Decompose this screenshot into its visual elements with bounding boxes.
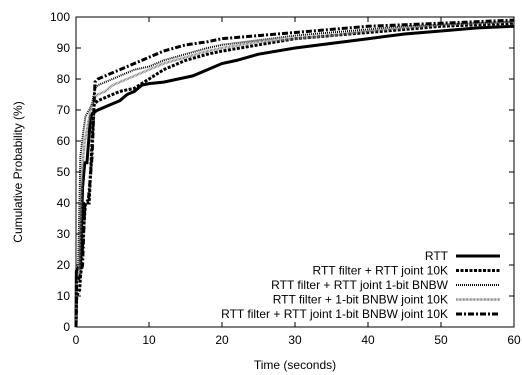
x-tick-label: 30 (288, 333, 302, 347)
x-tick-label: 10 (142, 333, 156, 347)
legend-label-2: RTT filter + RTT joint 10K (313, 264, 449, 278)
x-tick-label: 50 (434, 333, 448, 347)
y-tick-label: 70 (57, 103, 71, 117)
y-tick-label: 60 (57, 134, 71, 148)
x-tick-label: 20 (215, 333, 229, 347)
x-tick-label: 40 (361, 333, 375, 347)
legend-label-4: RTT filter + 1-bit BNBW joint 10K (273, 293, 448, 307)
series-line-1 (74, 24, 515, 328)
series-line-5 (74, 18, 515, 328)
series-lines (74, 18, 515, 328)
y-tick-label: 90 (57, 41, 71, 55)
y-tick-label: 50 (57, 165, 71, 179)
axis-ticks: 0 10 20 30 40 50 60 0 10 20 30 40 50 60 70 80 90 100 (50, 10, 521, 347)
y-tick-label: 20 (57, 258, 71, 272)
y-axis-label: Cumulative Probability (%) (11, 101, 25, 242)
series-line-2 (74, 21, 515, 328)
y-tick-label: 30 (57, 227, 71, 241)
y-tick-label: 100 (50, 10, 70, 24)
legend-label-3: RTT filter + RTT joint 1-bit BNBW (271, 278, 448, 292)
series-line-4 (74, 20, 515, 328)
x-tick-label: 60 (507, 333, 521, 347)
series-line-3 (75, 20, 515, 328)
y-tick-label: 40 (57, 196, 71, 210)
y-tick-label: 10 (57, 289, 71, 303)
legend-label-5: RTT filter + RTT joint 1-bit BNBW joint … (221, 307, 448, 321)
y-tick-label: 80 (57, 72, 71, 86)
y-tick-label: 0 (63, 320, 70, 334)
legend-label-1: RTT (425, 249, 449, 263)
x-tick-label: 0 (73, 333, 80, 347)
x-axis-label: Time (seconds) (254, 358, 336, 372)
